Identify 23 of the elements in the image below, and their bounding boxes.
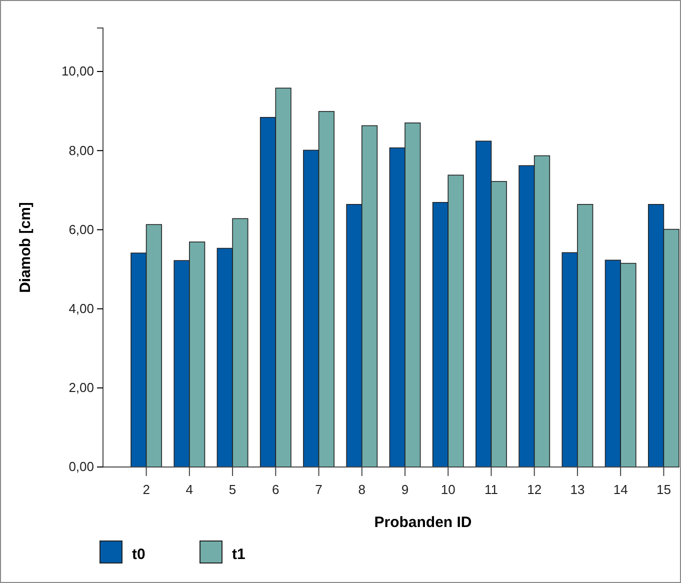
y-tick-label: 2,00 (68, 380, 94, 396)
x-tick-label: 2 (142, 482, 150, 497)
legend-label: t0 (132, 546, 146, 563)
x-tick-label: 11 (484, 482, 498, 497)
x-tick-label: 7 (315, 482, 322, 497)
x-tick-label: 14 (613, 482, 628, 497)
y-tick-label: 0,00 (68, 459, 94, 474)
y-axis-title: Diamob [cm] (17, 202, 34, 293)
x-tick-label: 6 (272, 482, 280, 497)
x-axis-title: Probanden ID (374, 514, 472, 531)
y-tick-label: 6,00 (68, 222, 94, 237)
x-tick-label: 12 (527, 482, 542, 497)
y-tick-label: 4,00 (68, 300, 94, 316)
y-tick-label: 8,00 (68, 142, 94, 158)
x-tick-label: 13 (570, 482, 585, 497)
x-tick-label: 8 (358, 482, 366, 497)
legend-label: t1 (232, 546, 246, 563)
x-tick-label: 9 (401, 482, 409, 497)
y-tick-label: 10,00 (61, 64, 94, 79)
x-tick-label: 10 (440, 482, 456, 497)
x-tick-label: 15 (656, 482, 671, 497)
x-tick-label: 4 (186, 482, 194, 497)
x-tick-label: 5 (228, 482, 236, 497)
